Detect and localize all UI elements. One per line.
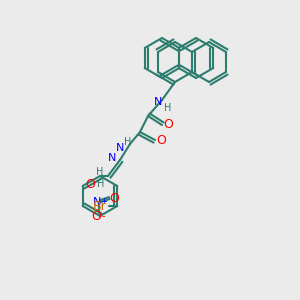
- Text: H: H: [124, 137, 132, 147]
- Text: N: N: [108, 153, 116, 163]
- Text: H: H: [97, 179, 104, 189]
- Text: O: O: [86, 178, 96, 190]
- Text: N: N: [116, 143, 124, 153]
- Text: O: O: [163, 118, 173, 131]
- Text: H: H: [96, 167, 104, 177]
- Text: -: -: [102, 211, 105, 221]
- Text: Br: Br: [92, 200, 106, 212]
- Text: N: N: [154, 97, 162, 107]
- Text: O: O: [156, 134, 166, 146]
- Text: O: O: [92, 209, 102, 223]
- Text: H: H: [164, 103, 172, 113]
- Text: +: +: [100, 197, 107, 206]
- Text: O: O: [110, 191, 120, 205]
- Text: N: N: [92, 197, 101, 207]
